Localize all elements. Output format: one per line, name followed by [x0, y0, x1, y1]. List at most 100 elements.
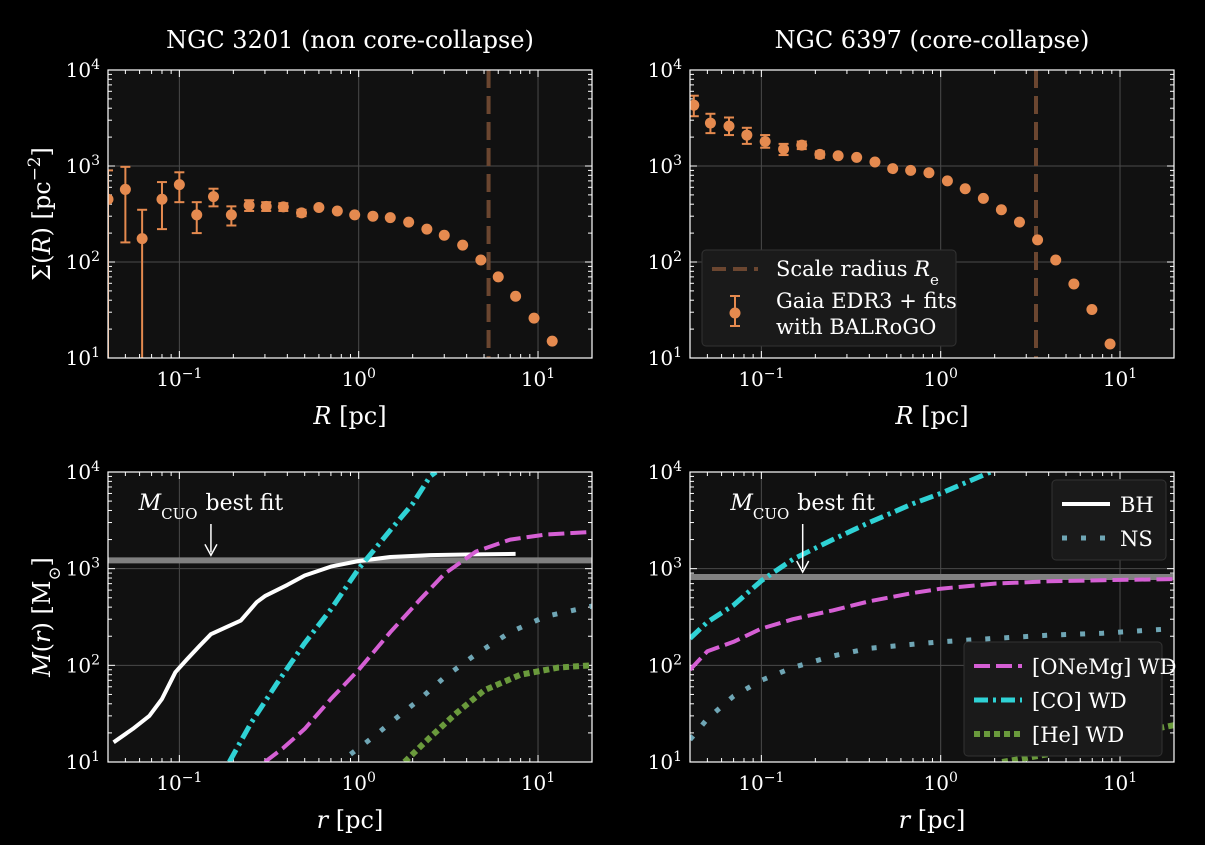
ticks — [689, 69, 1175, 359]
x-tick-label: 100 — [924, 366, 958, 391]
data-point — [384, 212, 396, 224]
data-point — [723, 120, 735, 132]
data-point — [1050, 254, 1062, 266]
data-point — [492, 271, 504, 283]
y-tick-label: 102 — [648, 249, 682, 274]
chart-title: NGC 6397 (core-collapse) — [775, 26, 1090, 54]
data-point — [832, 150, 844, 162]
x-tick-label: 100 — [924, 770, 958, 795]
data-point — [331, 205, 343, 217]
series-CO — [690, 472, 992, 641]
y-tick-label: 101 — [648, 749, 682, 774]
data-point — [136, 233, 148, 245]
y-axis-label: M(r) [M⊙] — [28, 557, 64, 678]
data-point — [796, 139, 808, 151]
x-tick-label: 100 — [342, 366, 376, 391]
data-point — [869, 156, 881, 168]
legend-label-ONeMg: [ONeMg] WD — [1032, 655, 1176, 679]
y-tick-label: 102 — [648, 652, 682, 677]
data-point — [546, 335, 558, 347]
data-point — [421, 223, 433, 235]
panel-top-right: 10−1 100 101 101 102 103 104 R [pc] NGC 6397 (co… — [648, 26, 1175, 430]
x-tick-label: 100 — [342, 770, 376, 795]
data-point — [457, 239, 469, 251]
data-point — [704, 117, 716, 129]
legend-swatch-points — [729, 307, 741, 319]
y-tick-label: 104 — [648, 57, 682, 82]
y-tick-label: 101 — [66, 749, 100, 774]
data-point — [207, 191, 219, 203]
y-tick-label: 101 — [648, 345, 682, 370]
data-point — [690, 99, 700, 111]
data-point — [438, 229, 450, 241]
x-tick-label: 101 — [521, 770, 555, 795]
data-point — [403, 216, 415, 228]
y-tick-label: 102 — [66, 249, 100, 274]
data-point — [277, 201, 289, 213]
data-point — [243, 199, 255, 211]
data-point — [923, 167, 935, 179]
data-point — [225, 209, 237, 221]
legend-box — [963, 641, 1163, 757]
plot-area — [690, 70, 1116, 358]
data-point — [1013, 216, 1025, 228]
y-tick-label: 103 — [648, 153, 682, 178]
data-point — [741, 129, 753, 141]
data-point — [349, 209, 361, 221]
y-tick-label: 103 — [66, 556, 100, 581]
y-tick-label: 104 — [648, 459, 682, 484]
data-point — [905, 164, 917, 176]
axes-frame — [689, 69, 1175, 359]
axes-frame — [689, 471, 1175, 763]
cuo-annotation: MCUO best fit — [729, 491, 875, 574]
x-tick-label: 101 — [1103, 770, 1137, 795]
data-point — [528, 312, 540, 324]
data-point — [296, 207, 308, 219]
data-point — [510, 290, 522, 302]
legend-label-NS: NS — [1120, 527, 1153, 551]
series-ONeMg — [690, 577, 1174, 672]
axes-frame — [107, 471, 593, 763]
x-tick-label: 10−1 — [156, 770, 202, 795]
x-tick-label: 101 — [521, 366, 555, 391]
series-He — [402, 662, 592, 762]
cuo-arrow-head — [204, 543, 218, 557]
series-ONeMg — [263, 529, 592, 762]
data-point — [887, 163, 899, 175]
data-point — [814, 148, 826, 160]
data-point — [260, 200, 272, 212]
y-tick-label: 104 — [66, 459, 100, 484]
x-axis-label: r [pc] — [899, 806, 966, 834]
data-point — [1032, 234, 1044, 246]
cuo-arrow-head — [796, 560, 810, 574]
cuo-annotation-label: MCUO best fit — [729, 491, 875, 523]
plot-area — [108, 70, 558, 358]
data-point — [778, 143, 790, 155]
data-point — [173, 179, 185, 191]
y-tick-label: 101 — [66, 345, 100, 370]
x-tick-label: 10−1 — [156, 366, 202, 391]
data-point — [367, 210, 379, 222]
x-axis-label: R [pc] — [312, 402, 386, 430]
series-BH — [112, 551, 516, 744]
cuo-annotation: MCUO best fit — [138, 491, 284, 557]
legend-lower: [ONeMg] WD [CO] WD [He] WD — [963, 641, 1176, 757]
data-point — [995, 204, 1007, 216]
plot-area — [108, 472, 592, 762]
cuo-annotation-label: MCUO best fit — [138, 491, 284, 523]
y-axis-label: Σ(R) [pc−2] — [24, 147, 56, 281]
data-point — [851, 151, 863, 163]
legend-upper: BH NS — [1051, 479, 1167, 561]
panel-bottom-left: 10−1 100 101 101 102 103 104 r [pc] M(r) [M⊙] MCU… — [28, 459, 593, 834]
legend-label-points: Gaia EDR3 + fits — [776, 289, 957, 313]
data-point — [1086, 304, 1098, 316]
x-axis-label: r [pc] — [317, 806, 384, 834]
x-axis-label: R [pc] — [894, 402, 968, 430]
data-point — [759, 135, 771, 147]
legend-label-BH: BH — [1120, 493, 1154, 517]
data-point — [108, 193, 114, 205]
y-tick-label: 103 — [66, 153, 100, 178]
panel-top-left: 10−1 100 101 101 102 103 104 R [pc] Σ(R) [pc−2] N… — [24, 26, 593, 430]
